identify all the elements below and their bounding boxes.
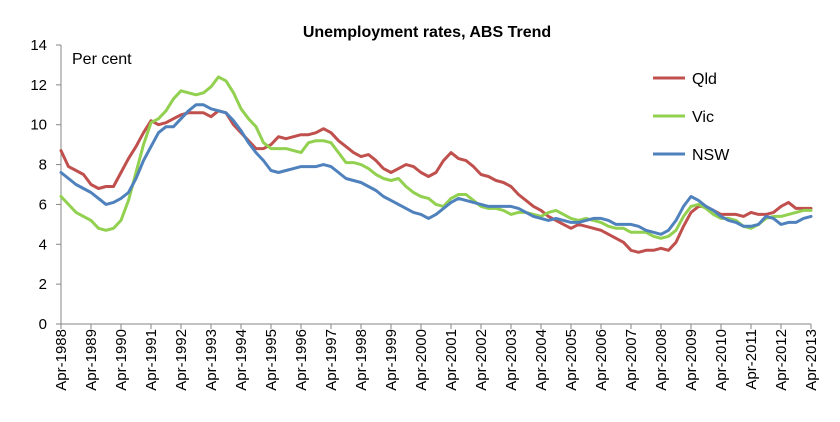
x-tick-label: Apr-1991 <box>143 329 160 391</box>
series-line-nsw <box>59 103 813 236</box>
y-tick-label: 2 <box>39 276 47 293</box>
x-tick-label: Apr-1995 <box>263 329 280 391</box>
x-tick-label: Apr-1997 <box>323 329 340 391</box>
series-line-vic <box>59 75 813 240</box>
x-tick-label: Apr-2000 <box>413 329 430 391</box>
legend-label-vic: Vic <box>692 109 714 126</box>
y-tick-label: 14 <box>30 37 47 54</box>
legend-label-qld: Qld <box>692 71 717 88</box>
series-line-qld <box>59 109 813 254</box>
x-tick-label: Apr-1999 <box>383 329 400 391</box>
x-tick-label: Apr-1989 <box>83 329 100 391</box>
x-tick-label: Apr-1998 <box>353 329 370 391</box>
y-tick-label: 6 <box>39 196 47 213</box>
x-tick-label: Apr-2003 <box>503 329 520 391</box>
x-tick-label: Apr-2006 <box>593 329 610 391</box>
series-layer <box>59 75 813 254</box>
x-tick-label: Apr-1990 <box>113 329 130 391</box>
y-tick-label: 10 <box>30 117 47 134</box>
y-tick-label: 8 <box>39 157 47 174</box>
x-tick-label: Apr-2007 <box>623 329 640 391</box>
legend-label-nsw: NSW <box>692 147 730 164</box>
x-tick-label: Apr-1994 <box>233 329 250 391</box>
chart-axes: 0 2 4 6 8 10 12 14 Apr-1988 Apr-1989 Apr-1990 Apr-1… <box>30 37 820 391</box>
chart-title: Unemployment rates, ABS Trend <box>303 24 551 41</box>
x-tick-label: Apr-2008 <box>653 329 670 391</box>
y-tick-label: 12 <box>30 77 47 94</box>
x-tick-label: Apr-1988 <box>53 329 70 391</box>
x-tick-label: Apr-2001 <box>443 329 460 391</box>
x-tick-label: Apr-2012 <box>773 329 790 391</box>
x-tick-label: Apr-2002 <box>473 329 490 391</box>
x-tick-label: Apr-2013 <box>803 329 820 391</box>
x-tick-label: Apr-1993 <box>203 329 220 391</box>
x-tick-label: Apr-2009 <box>683 329 700 391</box>
x-tick-label: Apr-2005 <box>563 329 580 391</box>
x-tick-label: Apr-1996 <box>293 329 310 391</box>
y-axis-unit-label: Per cent <box>72 51 132 68</box>
x-tick-label: Apr-2010 <box>713 329 730 391</box>
chart-legend: Qld Vic NSW <box>653 71 730 164</box>
y-tick-label: 4 <box>39 236 47 253</box>
x-tick-label: Apr-2011 <box>743 329 760 390</box>
x-tick-label: Apr-2004 <box>533 329 550 391</box>
x-tick-label: Apr-1992 <box>173 329 190 391</box>
y-tick-label: 0 <box>39 316 47 333</box>
